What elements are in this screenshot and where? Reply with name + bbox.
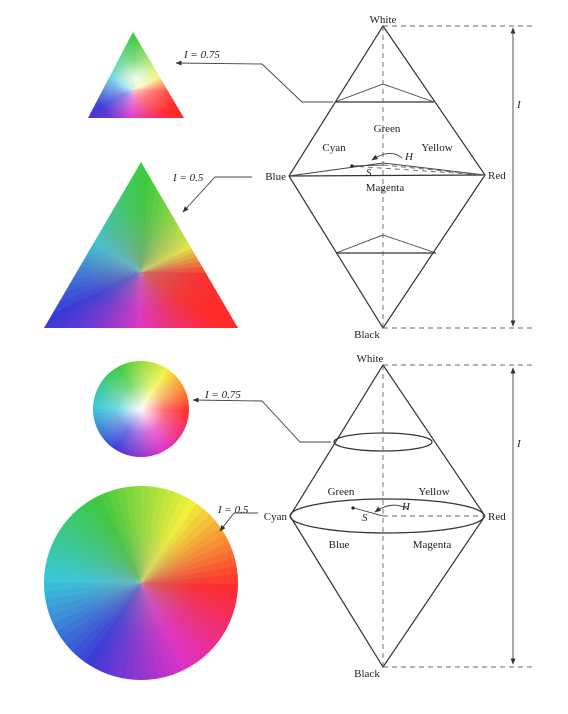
top-label-yellow: Yellow [421, 142, 452, 154]
top-label-green: Green [374, 123, 401, 135]
top-label-white: White [370, 14, 397, 26]
top-label-magenta: Magenta [366, 182, 405, 194]
bottom-symbol-i: I [516, 438, 522, 450]
bottom-label-green: Green [328, 486, 355, 498]
bottom-label-cyan: Cyan [264, 511, 288, 523]
bottom-label-yellow: Yellow [418, 486, 449, 498]
bottom-symbol-s: S [362, 512, 368, 524]
bottom-slice-middle-label: I = 0.5 [217, 504, 249, 516]
top-label-cyan: Cyan [322, 142, 346, 154]
top-slice-middle-label: I = 0.5 [172, 172, 204, 184]
circle-slice-upper [93, 361, 189, 457]
top-symbol-h: H [404, 151, 414, 163]
triangle-slice-upper [88, 32, 184, 118]
triangular-model: White Black Blue Red Green Cyan Yellow M… [172, 14, 532, 341]
top-label-red: Red [488, 170, 506, 182]
top-symbol-i: I [516, 99, 522, 111]
circle-slice-middle [44, 486, 238, 680]
bottom-label-magenta: Magenta [413, 539, 452, 551]
bottom-label-blue: Blue [329, 539, 350, 551]
top-symbol-s: S [366, 167, 372, 179]
top-slice-upper-label: I = 0.75 [183, 49, 220, 61]
bottom-label-black: Black [354, 668, 380, 680]
circular-model: White Black Cyan Red Green Yellow Blue M… [192, 353, 532, 680]
bottom-label-red: Red [488, 511, 506, 523]
bottom-symbol-h: H [401, 501, 411, 513]
top-label-blue: Blue [265, 171, 286, 183]
top-label-black: Black [354, 329, 380, 341]
bottom-label-white: White [357, 353, 384, 365]
bottom-slice-upper-label: I = 0.75 [204, 389, 241, 401]
